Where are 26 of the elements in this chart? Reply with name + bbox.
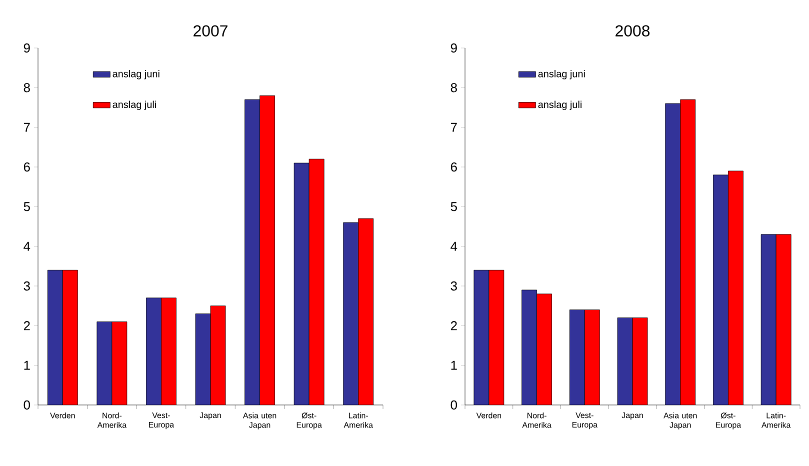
y-tick-label: 9: [24, 43, 30, 53]
y-tick-label: 9: [450, 43, 457, 53]
y-tick-label: 3: [450, 281, 457, 291]
y-tick-label: 2: [450, 321, 457, 330]
y-tick-label: 7: [450, 122, 457, 132]
y-tick-label: 2: [24, 321, 30, 330]
legend-label: anslag juli: [538, 100, 582, 110]
y-tick-label: 8: [24, 83, 30, 92]
y-tick-label: 6: [450, 162, 457, 172]
y-tick-label: 4: [450, 242, 458, 251]
y-tick-label: 5: [450, 202, 457, 212]
y-tick-label: 1: [24, 360, 30, 370]
y-tick-label: 3: [24, 281, 30, 291]
legend-label: anslag juni: [538, 70, 585, 80]
y-tick-label: 0: [24, 400, 30, 410]
y-tick-label: 5: [24, 202, 30, 212]
y-tick-label: 6: [24, 162, 30, 172]
y-tick-label: 7: [24, 122, 30, 132]
legend-label: anslag juni: [112, 70, 160, 80]
y-tick-label: 0: [450, 400, 457, 410]
y-tick-label: 1: [451, 360, 457, 370]
y-tick-label: 8: [450, 83, 457, 92]
y-tick-label: 4: [24, 242, 30, 251]
legend-label: anslag juli: [112, 100, 156, 110]
chart-title: 2008: [616, 25, 650, 36]
chart-title: 2007: [194, 25, 228, 36]
